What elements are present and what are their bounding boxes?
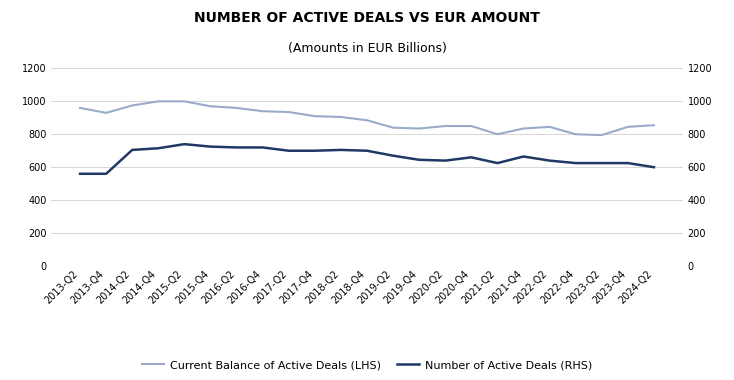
- Current Balance of Active Deals (LHS): [597, 133, 606, 137]
- Current Balance of Active Deals (LHS): [389, 125, 398, 130]
- Number of Active Deals (RHS): [76, 171, 84, 176]
- Current Balance of Active Deals (LHS): [519, 126, 528, 131]
- Current Balance of Active Deals (LHS): [623, 125, 632, 129]
- Number of Active Deals (RHS): [206, 144, 215, 149]
- Number of Active Deals (RHS): [180, 142, 189, 146]
- Current Balance of Active Deals (LHS): [128, 103, 137, 108]
- Text: NUMBER OF ACTIVE DEALS VS EUR AMOUNT: NUMBER OF ACTIVE DEALS VS EUR AMOUNT: [194, 11, 540, 25]
- Number of Active Deals (RHS): [363, 149, 371, 153]
- Current Balance of Active Deals (LHS): [545, 125, 554, 129]
- Number of Active Deals (RHS): [467, 155, 476, 160]
- Current Balance of Active Deals (LHS): [76, 106, 84, 110]
- Current Balance of Active Deals (LHS): [154, 99, 163, 104]
- Number of Active Deals (RHS): [284, 149, 293, 153]
- Current Balance of Active Deals (LHS): [493, 132, 502, 136]
- Number of Active Deals (RHS): [493, 161, 502, 165]
- Number of Active Deals (RHS): [571, 161, 580, 165]
- Number of Active Deals (RHS): [441, 158, 450, 163]
- Line: Number of Active Deals (RHS): Number of Active Deals (RHS): [80, 144, 654, 174]
- Current Balance of Active Deals (LHS): [180, 99, 189, 104]
- Current Balance of Active Deals (LHS): [310, 114, 319, 119]
- Number of Active Deals (RHS): [597, 161, 606, 165]
- Current Balance of Active Deals (LHS): [363, 118, 371, 122]
- Number of Active Deals (RHS): [154, 146, 163, 150]
- Number of Active Deals (RHS): [545, 158, 554, 163]
- Current Balance of Active Deals (LHS): [467, 124, 476, 128]
- Current Balance of Active Deals (LHS): [206, 104, 215, 109]
- Number of Active Deals (RHS): [519, 154, 528, 159]
- Current Balance of Active Deals (LHS): [415, 126, 424, 131]
- Number of Active Deals (RHS): [128, 147, 137, 152]
- Number of Active Deals (RHS): [623, 161, 632, 165]
- Legend: Current Balance of Active Deals (LHS), Number of Active Deals (RHS): Current Balance of Active Deals (LHS), N…: [137, 356, 597, 374]
- Current Balance of Active Deals (LHS): [441, 124, 450, 128]
- Current Balance of Active Deals (LHS): [232, 106, 241, 110]
- Number of Active Deals (RHS): [415, 157, 424, 162]
- Current Balance of Active Deals (LHS): [336, 115, 345, 119]
- Number of Active Deals (RHS): [102, 171, 111, 176]
- Number of Active Deals (RHS): [258, 145, 267, 150]
- Number of Active Deals (RHS): [310, 149, 319, 153]
- Current Balance of Active Deals (LHS): [571, 132, 580, 136]
- Number of Active Deals (RHS): [650, 165, 658, 169]
- Text: (Amounts in EUR Billions): (Amounts in EUR Billions): [288, 42, 446, 55]
- Number of Active Deals (RHS): [232, 145, 241, 150]
- Current Balance of Active Deals (LHS): [284, 110, 293, 114]
- Number of Active Deals (RHS): [389, 154, 398, 158]
- Current Balance of Active Deals (LHS): [650, 123, 658, 128]
- Current Balance of Active Deals (LHS): [102, 111, 111, 115]
- Line: Current Balance of Active Deals (LHS): Current Balance of Active Deals (LHS): [80, 101, 654, 135]
- Number of Active Deals (RHS): [336, 147, 345, 152]
- Current Balance of Active Deals (LHS): [258, 109, 267, 114]
